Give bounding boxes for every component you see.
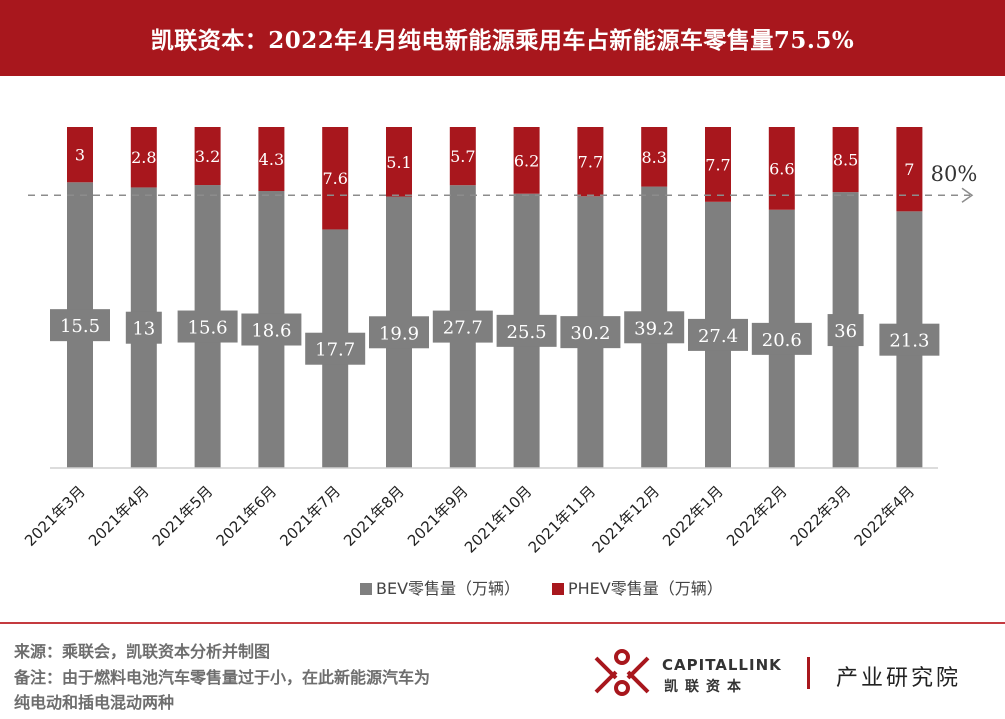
value-label-bev-7: 25.5 [507,322,547,343]
legend-swatch-phev [552,583,564,595]
label-box-bev-3 [241,313,302,346]
bar-phev-3 [258,127,285,192]
x-tick-label-1: 2021年4月 [85,482,153,550]
bar-phev-11 [768,127,795,210]
x-tick-label-5: 2021年8月 [340,482,408,550]
bar-phev-5 [386,127,412,197]
value-label-phev-9: 8.3 [641,148,666,167]
value-label-bev-12: 36 [834,321,857,342]
legend-label-bev: BEV零售量（万辆） [376,579,520,598]
value-label-phev-4: 7.6 [322,169,347,188]
institute-name: 产业研究院 [836,666,962,691]
value-label-bev-0: 15.5 [60,316,100,337]
bar-phev-0 [67,127,93,183]
value-label-phev-2: 3.2 [195,147,220,166]
value-label-phev-8: 7.7 [578,153,603,172]
value-label-bev-13: 21.3 [889,331,929,352]
note-text-line2: 纯电动和插电混动两种 [14,693,175,712]
bar-phev-8 [577,127,604,197]
bar-phev-4 [322,127,349,230]
value-label-phev-0: 3 [75,146,85,165]
label-box-bev-5 [369,316,429,349]
value-label-bev-6: 27.7 [443,318,483,339]
label-box-bev-2 [177,310,238,343]
x-tick-label-2: 2021年5月 [149,482,217,550]
value-label-bev-4: 17.7 [315,340,355,361]
bar-phev-12 [832,127,859,193]
x-tick-label-13: 2022年4月 [851,482,919,550]
chart-title: 凯联资本：2022年4月纯电新能源乘用车占新能源车零售量75.5% [0,0,1005,76]
value-label-phev-5: 5.1 [386,153,411,172]
label-box-bev-4 [305,332,366,365]
value-labels-layer: 15.5 3 13 2.8 15.6 3.2 18.6 4.3 17.7 7.6 19.9 5.1 27… [50,146,940,365]
value-label-bev-11: 20.6 [762,330,802,351]
value-label-phev-3: 4.3 [259,150,284,169]
label-box-bev-1 [125,311,162,344]
label-box-bev-12 [827,314,864,347]
x-tick-label-6: 2021年9月 [404,482,472,550]
legend-label-phev: PHEV零售量（万辆） [568,579,723,598]
x-tick-label-8: 2021年11月 [525,482,599,556]
x-tick-label-10: 2022年1月 [659,482,727,550]
value-label-phev-10: 7.7 [705,155,730,174]
value-label-bev-5: 19.9 [379,323,419,344]
logo-text-cn: 凯联资本 [664,679,748,695]
value-label-bev-2: 15.6 [188,318,228,339]
bar-phev-10 [705,127,731,202]
value-label-phev-12: 8.5 [833,151,858,170]
label-box-bev-10 [688,318,748,351]
reference-line-label: 80% [931,162,978,186]
value-label-bev-10: 27.4 [698,326,738,347]
footer-divider [0,622,1005,624]
capitallink-logo-icon [594,649,650,696]
reference-line-arrow-icon [961,187,974,203]
label-box-bev-0 [50,309,110,342]
source-text: 来源：乘联会，凯联资本分析并制图 [14,642,271,661]
x-tick-labels-layer: 2021年3月2021年4月2021年5月2021年6月2021年7月2021年… [21,482,918,556]
label-box-bev-9 [624,311,685,344]
x-tick-label-11: 2022年2月 [723,482,791,550]
x-tick-label-0: 2021年3月 [21,482,89,550]
stacked-bar-chart: 15.5 3 13 2.8 15.6 3.2 18.6 4.3 17.7 7.6 19.9 5.1 27… [21,127,978,598]
legend: BEV零售量（万辆） PHEV零售量（万辆） [360,579,723,598]
value-label-phev-11: 6.6 [769,159,794,178]
bar-phev-1 [130,127,157,188]
label-box-bev-7 [496,314,557,347]
logo-separator [807,657,810,689]
value-label-phev-1: 2.8 [131,148,156,167]
value-label-phev-6: 5.7 [450,147,475,166]
x-tick-label-7: 2021年10月 [461,482,535,556]
x-tick-label-9: 2021年12月 [589,482,663,556]
value-label-bev-9: 39.2 [634,318,674,339]
label-box-bev-6 [432,310,493,343]
x-tick-label-3: 2021年6月 [213,482,281,550]
bar-phev-2 [194,127,221,186]
label-box-bev-8 [560,316,621,349]
value-label-phev-7: 6.2 [514,151,539,170]
value-label-bev-1: 13 [132,319,155,340]
bar-phev-13 [896,127,923,212]
logo-text-en: CAPITALLINK [662,656,782,674]
note-text-line1: 备注：由于燃料电池汽车零售量过于小，在此新能源汽车为 [14,668,431,687]
bar-phev-7 [513,127,540,194]
x-tick-label-12: 2022年3月 [787,482,855,550]
label-box-bev-11 [751,322,812,355]
bar-phev-9 [641,127,668,187]
value-label-phev-13: 7 [904,160,914,179]
value-label-bev-8: 30.2 [570,323,610,344]
value-label-bev-3: 18.6 [251,321,291,342]
bar-phev-6 [449,127,476,186]
legend-swatch-bev [360,583,372,595]
label-box-bev-13 [879,323,940,356]
x-tick-label-4: 2021年7月 [276,482,344,550]
